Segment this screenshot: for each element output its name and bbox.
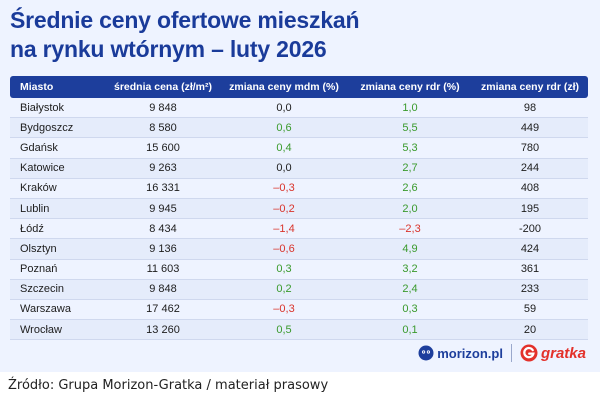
table-row: Bydgoszcz 8 580 0,6 5,5 449 (10, 117, 588, 139)
cell-change-rdr-zl: 233 (472, 279, 588, 300)
cell-change-rdr-zl: -200 (472, 218, 588, 240)
cell-price: 15 600 (106, 137, 220, 159)
cell-price: 9 945 (106, 198, 220, 220)
cell-city: Poznań (10, 259, 106, 280)
cell-change-mdm: –0,3 (220, 178, 348, 199)
logos: morizon.pl gratka (418, 344, 586, 362)
cell-change-rdr-zl: 408 (472, 178, 588, 199)
table-row: Katowice 9 263 0,0 2,7 244 (10, 158, 588, 179)
column-header-change-rdr-zl: zmiana ceny rdr (zł) (472, 76, 588, 98)
cell-change-rdr-pct: 2,7 (348, 158, 472, 179)
cell-change-rdr-pct: 2,0 (348, 198, 472, 220)
column-header-city: Miasto (10, 76, 106, 98)
cell-price: 11 603 (106, 259, 220, 280)
cell-change-rdr-zl: 244 (472, 158, 588, 179)
cell-change-rdr-pct: 0,1 (348, 319, 472, 341)
cell-change-mdm: –0,6 (220, 238, 348, 260)
table-row: Poznań 11 603 0,3 3,2 361 (10, 259, 588, 280)
table-row: Lublin 9 945 –0,2 2,0 195 (10, 198, 588, 220)
cell-change-rdr-zl: 449 (472, 117, 588, 139)
cell-change-mdm: –0,3 (220, 299, 348, 321)
cell-change-rdr-pct: 2,6 (348, 178, 472, 199)
cell-change-mdm: 0,5 (220, 319, 348, 341)
table-row: Kraków 16 331 –0,3 2,6 408 (10, 178, 588, 199)
cell-change-rdr-pct: 3,2 (348, 259, 472, 280)
table-row: Gdańsk 15 600 0,4 5,3 780 (10, 137, 588, 159)
table-header-row: Miasto średnia cena (zł/m²) zmiana ceny … (10, 76, 588, 98)
cell-city: Łódź (10, 218, 106, 240)
table-row: Wrocław 13 260 0,5 0,1 20 (10, 319, 588, 341)
cell-change-rdr-pct: 2,4 (348, 279, 472, 300)
table-body: Białystok 9 848 0,0 1,0 98 Bydgoszcz 8 580 0,6 5… (10, 98, 588, 341)
cell-city: Warszawa (10, 299, 106, 321)
morizon-logo-text: morizon.pl (437, 345, 503, 361)
cell-price: 16 331 (106, 178, 220, 199)
cell-change-mdm: –0,2 (220, 198, 348, 220)
cell-change-mdm: 0,4 (220, 137, 348, 159)
infographic-card: Średnie ceny ofertowe mieszkań na rynku … (0, 0, 600, 372)
cell-change-rdr-pct: –2,3 (348, 218, 472, 240)
table-row: Szczecin 9 848 0,2 2,4 233 (10, 279, 588, 300)
table-row: Łódź 8 434 –1,4 –2,3 -200 (10, 218, 588, 240)
cell-price: 8 580 (106, 117, 220, 139)
cell-change-rdr-zl: 424 (472, 238, 588, 260)
morizon-face-icon (418, 345, 434, 361)
cell-change-mdm: 0,0 (220, 98, 348, 119)
source-caption: Źródło: Grupa Morizon-Gratka / materiał … (8, 378, 329, 393)
column-header-change-mdm: zmiana ceny mdm (%) (220, 76, 348, 98)
logo-divider (510, 344, 512, 362)
gratka-logo-text: gratka (540, 344, 586, 362)
cell-price: 8 434 (106, 218, 220, 240)
price-table: Miasto średnia cena (zł/m²) zmiana ceny … (10, 76, 588, 341)
gratka-logo: gratka (520, 344, 586, 362)
cell-change-mdm: 0,6 (220, 117, 348, 139)
cell-city: Białystok (10, 98, 106, 119)
cell-change-rdr-pct: 4,9 (348, 238, 472, 260)
column-header-price: średnia cena (zł/m²) (106, 76, 220, 98)
title-line-1: Średnie ceny ofertowe mieszkań (10, 7, 360, 33)
cell-city: Olsztyn (10, 238, 106, 260)
cell-price: 13 260 (106, 319, 220, 341)
cell-price: 9 848 (106, 279, 220, 300)
cell-change-rdr-pct: 0,3 (348, 299, 472, 321)
cell-city: Kraków (10, 178, 106, 199)
cell-city: Szczecin (10, 279, 106, 300)
title-line-2: na rynku wtórnym – luty 2026 (10, 36, 327, 62)
cell-change-mdm: –1,4 (220, 218, 348, 240)
cell-change-rdr-zl: 98 (472, 98, 588, 119)
cell-change-rdr-zl: 20 (472, 319, 588, 341)
column-header-change-rdr-pct: zmiana ceny rdr (%) (348, 76, 472, 98)
cell-change-rdr-pct: 1,0 (348, 98, 472, 119)
cell-price: 17 462 (106, 299, 220, 321)
cell-change-rdr-zl: 780 (472, 137, 588, 159)
cell-city: Gdańsk (10, 137, 106, 159)
cell-price: 9 848 (106, 98, 220, 119)
table-row: Warszawa 17 462 –0,3 0,3 59 (10, 299, 588, 321)
cell-change-rdr-pct: 5,5 (348, 117, 472, 139)
cell-change-rdr-zl: 361 (472, 259, 588, 280)
cell-change-mdm: 0,0 (220, 158, 348, 179)
page-title: Średnie ceny ofertowe mieszkań na rynku … (10, 6, 360, 64)
table-row: Białystok 9 848 0,0 1,0 98 (10, 98, 588, 119)
cell-change-rdr-zl: 195 (472, 198, 588, 220)
cell-city: Wrocław (10, 319, 106, 341)
cell-price: 9 136 (106, 238, 220, 260)
cell-price: 9 263 (106, 158, 220, 179)
cell-city: Bydgoszcz (10, 117, 106, 139)
cell-city: Katowice (10, 158, 106, 179)
cell-change-rdr-pct: 5,3 (348, 137, 472, 159)
gratka-g-icon (520, 344, 538, 362)
cell-change-mdm: 0,3 (220, 259, 348, 280)
cell-city: Lublin (10, 198, 106, 220)
cell-change-mdm: 0,2 (220, 279, 348, 300)
morizon-logo: morizon.pl (418, 345, 503, 361)
cell-change-rdr-zl: 59 (472, 299, 588, 321)
table-row: Olsztyn 9 136 –0,6 4,9 424 (10, 238, 588, 260)
